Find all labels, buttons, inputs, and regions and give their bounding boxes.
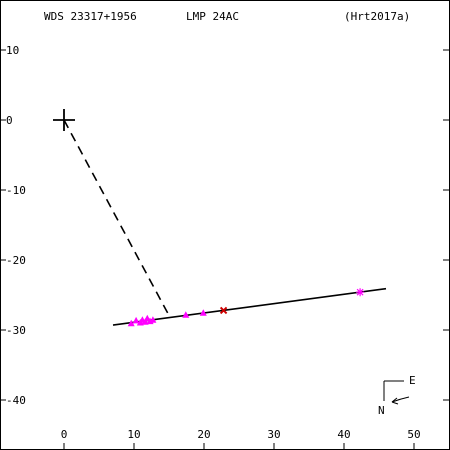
observation-triangle xyxy=(149,316,157,323)
compass: E N xyxy=(378,374,416,417)
reference-label: (Hrt2017a) xyxy=(344,10,410,23)
primary-star-marker xyxy=(53,109,75,131)
motion-arrow-head xyxy=(391,397,399,405)
x-tick-label: 50 xyxy=(407,428,420,441)
observation-cross xyxy=(219,306,228,315)
observation-triangle xyxy=(127,319,135,327)
axes: 0 10 20 30 40 50 10 0 -10 -20 -30 -40 xyxy=(1,44,449,449)
observation-triangle xyxy=(141,318,149,325)
x-tick-label: 30 xyxy=(267,428,280,441)
observation-triangle xyxy=(182,311,190,318)
observation-star xyxy=(356,288,365,297)
compass-north-label: N xyxy=(378,404,385,417)
y-tick-label: -30 xyxy=(6,324,26,337)
y-tick-label: -20 xyxy=(6,254,26,267)
compass-east-label: E xyxy=(409,374,416,387)
y-tick-label: 10 xyxy=(6,44,19,57)
discoverer-label: LMP 24AC xyxy=(186,10,239,23)
x-tick-label: 10 xyxy=(127,428,140,441)
separation-dashed-line xyxy=(63,119,172,319)
plot-lines xyxy=(53,109,387,326)
x-tick-label: 0 xyxy=(61,428,68,441)
x-tick-label: 40 xyxy=(337,428,350,441)
x-tick-label: 20 xyxy=(197,428,210,441)
y-tick-label: -10 xyxy=(6,184,26,197)
orbit-line xyxy=(112,287,387,326)
observation-triangle xyxy=(132,316,140,324)
y-tick-label: 0 xyxy=(6,114,13,127)
observation-triangle xyxy=(199,309,207,316)
y-tick-label: -40 xyxy=(6,394,26,407)
wds-id-label: WDS 23317+1956 xyxy=(44,10,137,23)
observation-marks xyxy=(127,288,365,327)
